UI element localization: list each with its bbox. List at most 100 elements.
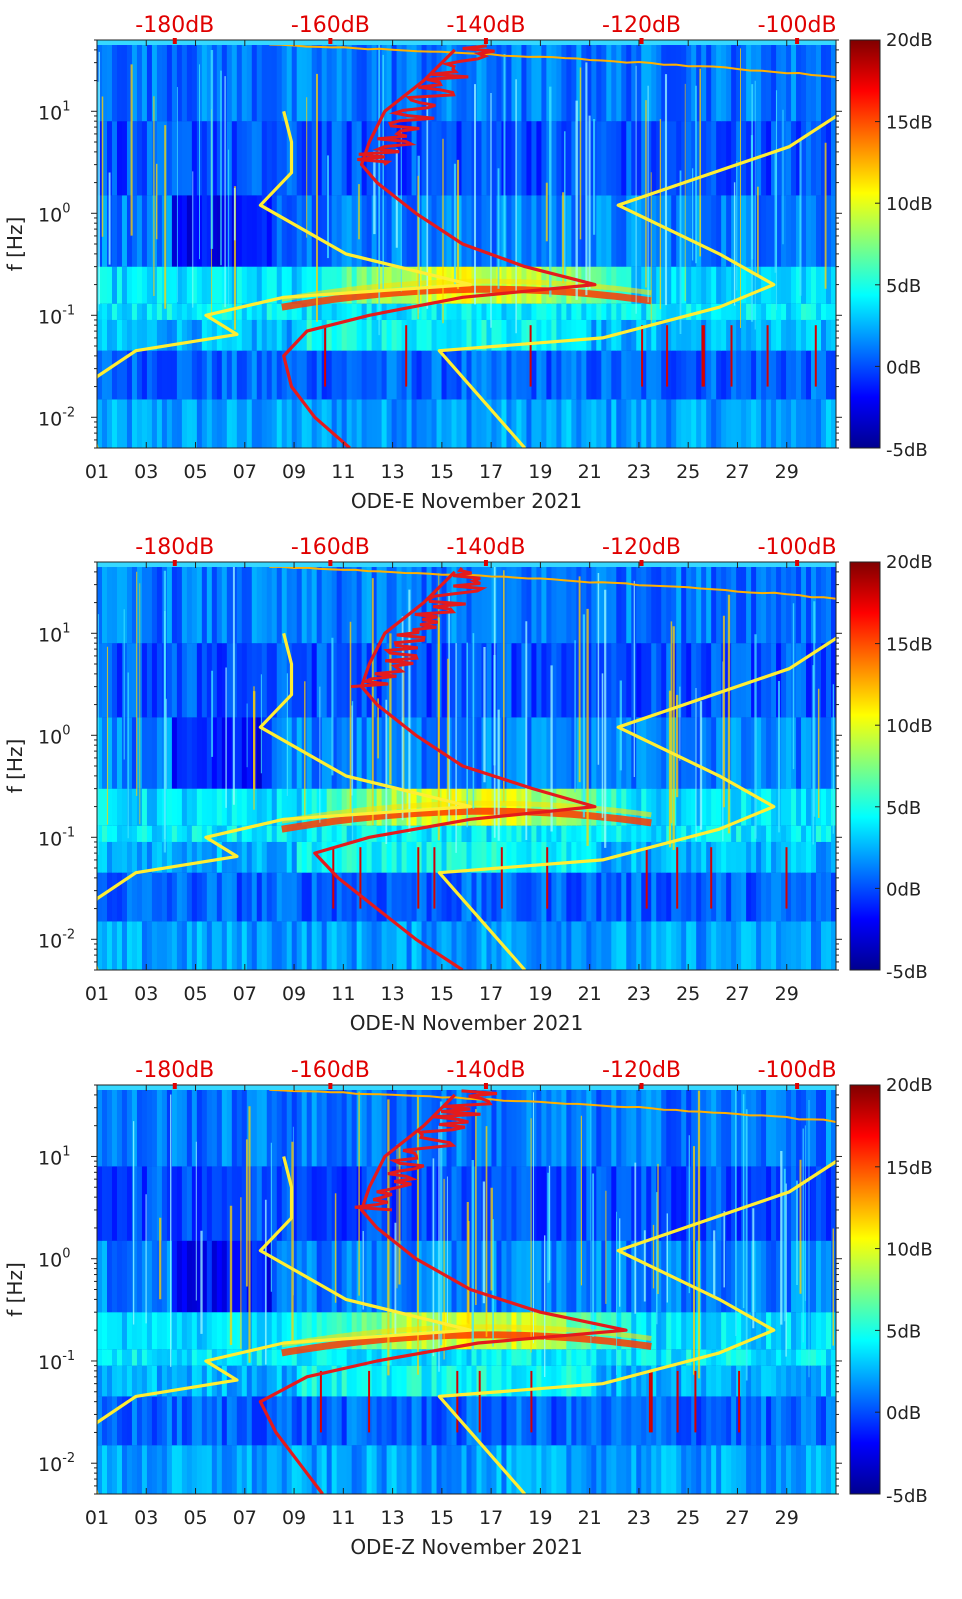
- spectrogram-cell: [341, 788, 348, 826]
- spectrogram-cell: [436, 319, 443, 351]
- spectrogram-cell: [676, 825, 682, 842]
- spectrogram-cell: [451, 40, 458, 122]
- spectrogram-cell: [786, 1085, 792, 1167]
- spectrogram-cell: [716, 121, 722, 196]
- spectrogram-cell: [206, 40, 213, 122]
- spectrogram-cell: [101, 1085, 108, 1167]
- spectrogram-cell: [766, 319, 772, 351]
- spectrogram-cell: [116, 1240, 123, 1313]
- spectrogram-cell: [811, 1166, 817, 1241]
- spectrogram-cell: [446, 841, 453, 873]
- spectrogram-cell: [101, 195, 108, 267]
- spectrogram-cell: [676, 1240, 682, 1313]
- spectrogram-cell: [236, 1240, 243, 1313]
- spectrogram-cell: [656, 562, 662, 644]
- spectrogram-cell: [151, 319, 158, 351]
- spectrogram-cell: [186, 1445, 193, 1494]
- spectrogram-cell: [426, 717, 433, 789]
- spectrogram-cell: [286, 195, 293, 267]
- spectrogram-cell: [186, 195, 193, 267]
- top-db-label: -120dB: [602, 13, 681, 38]
- spectrogram-cell: [501, 1312, 508, 1350]
- spectrogram-cell: [216, 872, 223, 922]
- spectrogram-cell: [651, 266, 657, 304]
- spectrogram-cell: [191, 1349, 198, 1366]
- spectrogram-cell: [351, 319, 358, 351]
- spectrogram-cell: [421, 1349, 428, 1366]
- spectrogram-cell: [616, 195, 622, 267]
- spectrogram-cell: [311, 1166, 318, 1241]
- spectrogram-cell: [446, 303, 453, 320]
- spectrogram-cell: [556, 872, 562, 922]
- spectrogram-cell: [316, 303, 323, 320]
- spectrogram-cell: [231, 350, 238, 400]
- spectrogram-cell: [106, 1396, 113, 1446]
- spectrogram-cell: [436, 841, 443, 873]
- spectrogram-cell: [521, 195, 528, 267]
- spectrogram-cell: [801, 788, 807, 826]
- spectrogram-cell: [351, 825, 358, 842]
- spectrogram-cell: [251, 841, 258, 873]
- spectrogram-cell: [756, 1445, 762, 1494]
- spectrogram-cell: [291, 841, 298, 873]
- spectrogram-cell: [821, 872, 827, 922]
- spectrogram-cell: [101, 319, 108, 351]
- spectrogram-cell: [186, 825, 193, 842]
- spectrogram-cell: [146, 121, 153, 196]
- spectrogram-cell: [196, 1312, 203, 1350]
- spectrogram-cell: [416, 1445, 423, 1494]
- spectrogram-cell: [806, 788, 812, 826]
- spectrogram-cell: [416, 1166, 423, 1241]
- spectrogram-cell: [816, 303, 822, 320]
- spectrogram-cell: [666, 266, 672, 304]
- spectrogram-cell: [291, 1365, 298, 1397]
- spectrogram-cell: [541, 1396, 547, 1446]
- spectrogram-cell: [471, 1085, 478, 1167]
- spectrogram-cell: [161, 1166, 168, 1241]
- spectrogram-cell: [691, 562, 697, 644]
- spectrogram-cell: [761, 1312, 767, 1350]
- spectrogram-cell: [256, 1312, 263, 1350]
- spectrogram-cell: [561, 399, 567, 448]
- spectrogram-cell: [501, 1396, 508, 1446]
- spectrogram-cell: [771, 717, 777, 789]
- spectrogram-cell: [646, 1349, 652, 1366]
- spectrogram-cell: [346, 319, 353, 351]
- spectrogram-cell: [471, 872, 478, 922]
- spectrogram-cell: [146, 195, 153, 267]
- spectrogram-cell: [391, 1396, 398, 1446]
- spectrogram-cell: [171, 195, 178, 267]
- spectrogram-cell: [541, 643, 547, 718]
- spectrogram-cell: [526, 1396, 533, 1446]
- spectrogram-cell: [461, 399, 468, 448]
- spectrogram-cell: [646, 1445, 652, 1494]
- spectrogram-cell: [401, 1445, 408, 1494]
- spectrogram-cell: [101, 1166, 108, 1241]
- spectrogram-cell: [491, 399, 498, 448]
- spectrogram-cell: [116, 40, 123, 122]
- spectrogram-cell: [411, 717, 418, 789]
- spectrogram-cell: [561, 1240, 567, 1313]
- spectrogram-cell: [636, 1166, 642, 1241]
- spectrogram-cell: [506, 1085, 513, 1167]
- spectrogram-cell: [191, 825, 198, 842]
- spectrogram-cell: [621, 121, 627, 196]
- spectrogram-cell: [781, 872, 787, 922]
- spectrogram-cell: [711, 303, 717, 320]
- spectrogram-cell: [131, 1240, 138, 1313]
- spectrogram-cell: [811, 1085, 817, 1167]
- spectrogram-cell: [756, 788, 762, 826]
- spectrogram-cell: [761, 1240, 767, 1313]
- spectrogram-cell: [656, 788, 662, 826]
- spectrogram-cell: [121, 921, 128, 970]
- spectrogram-cell: [341, 1166, 348, 1241]
- spectrogram-cell: [816, 841, 822, 873]
- spectrogram-cell: [656, 825, 662, 842]
- spectrogram-cell: [281, 1312, 288, 1350]
- spectrogram-cell: [396, 921, 403, 970]
- spectrogram-cell: [326, 643, 333, 718]
- spectrogram-cell: [456, 303, 463, 320]
- spectrogram-cell: [716, 1240, 722, 1313]
- spectrogram-cell: [296, 350, 303, 400]
